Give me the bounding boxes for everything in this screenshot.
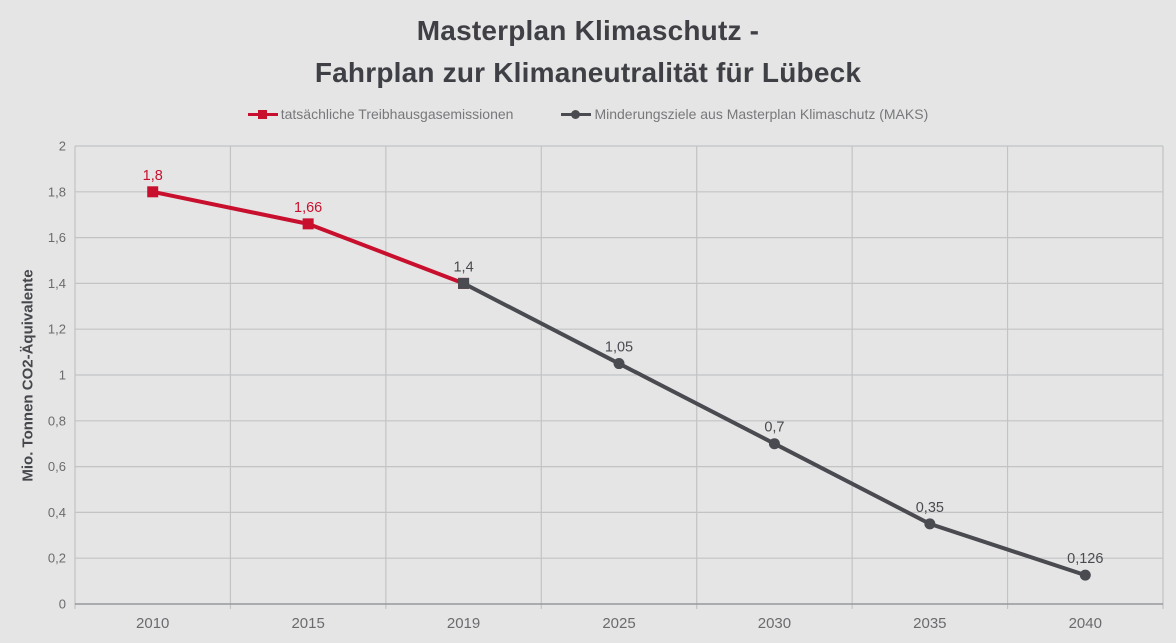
data-point-label: 0,35 xyxy=(916,500,944,516)
legend-marker-icon xyxy=(257,109,267,119)
data-point-marker xyxy=(924,518,936,530)
data-point-label: 1,66 xyxy=(294,200,322,216)
data-point-marker xyxy=(768,438,780,450)
chart-title-line1: Masterplan Klimaschutz - xyxy=(416,15,760,46)
legend-label-reduction-targets: Minderungsziele aus Masterplan Klimaschu… xyxy=(594,106,929,122)
data-point-marker xyxy=(1079,569,1091,581)
data-point-marker xyxy=(613,358,625,370)
data-point-label: 0,7 xyxy=(764,420,784,436)
y-tick-label: 1,4 xyxy=(48,276,66,291)
data-point-label: 0,126 xyxy=(1067,551,1103,567)
x-tick-label: 2019 xyxy=(447,615,480,632)
y-tick-label: 1,2 xyxy=(48,322,66,337)
y-tick-label: 1,6 xyxy=(48,230,66,245)
x-tick-label: 2015 xyxy=(291,615,324,632)
legend-label-actual-emissions: tatsächliche Treibhausgasemissionen xyxy=(280,106,514,122)
legend-item-actual-emissions: tatsächliche Treibhausgasemissionen xyxy=(247,106,514,122)
y-tick-label: 0,2 xyxy=(48,551,66,566)
y-tick-label: 0,4 xyxy=(48,505,66,520)
legend-item-reduction-targets: Minderungsziele aus Masterplan Klimaschu… xyxy=(561,106,928,122)
data-point-marker xyxy=(147,186,159,198)
x-tick-label: 2040 xyxy=(1069,615,1102,632)
x-tick-label: 2035 xyxy=(913,615,946,632)
data-point-label: 1,4 xyxy=(453,259,473,275)
chart-title-line2: Fahrplan zur Klimaneutralität für Lübeck xyxy=(314,57,862,88)
y-tick-label: 2 xyxy=(59,139,66,154)
y-tick-label: 0 xyxy=(59,597,66,612)
data-point-label: 1,05 xyxy=(605,340,633,356)
y-axis-title: Mio. Tonnen CO2-Äquivalente xyxy=(19,268,37,482)
legend-marker-icon xyxy=(571,109,581,119)
data-point-marker xyxy=(302,218,314,230)
y-tick-label: 1 xyxy=(59,368,66,383)
data-point-label: 1,8 xyxy=(143,168,163,184)
chart-title: Masterplan Klimaschutz - Fahrplan zur Kl… xyxy=(0,10,1176,94)
legend: tatsächliche Treibhausgasemissionen Mind… xyxy=(0,106,1176,122)
data-point-marker xyxy=(458,277,470,289)
legend-circle-marker-icon xyxy=(561,109,592,120)
x-tick-label: 2025 xyxy=(602,615,635,632)
y-tick-label: 1,8 xyxy=(48,184,66,199)
y-tick-label: 0,6 xyxy=(48,459,66,474)
legend-square-marker-icon xyxy=(247,109,278,120)
y-axis-title-wrap: Mio. Tonnen CO2-Äquivalente xyxy=(12,146,44,604)
x-tick-label: 2010 xyxy=(136,615,169,632)
x-tick-label: 2030 xyxy=(758,615,791,632)
y-tick-label: 0,8 xyxy=(48,413,66,428)
